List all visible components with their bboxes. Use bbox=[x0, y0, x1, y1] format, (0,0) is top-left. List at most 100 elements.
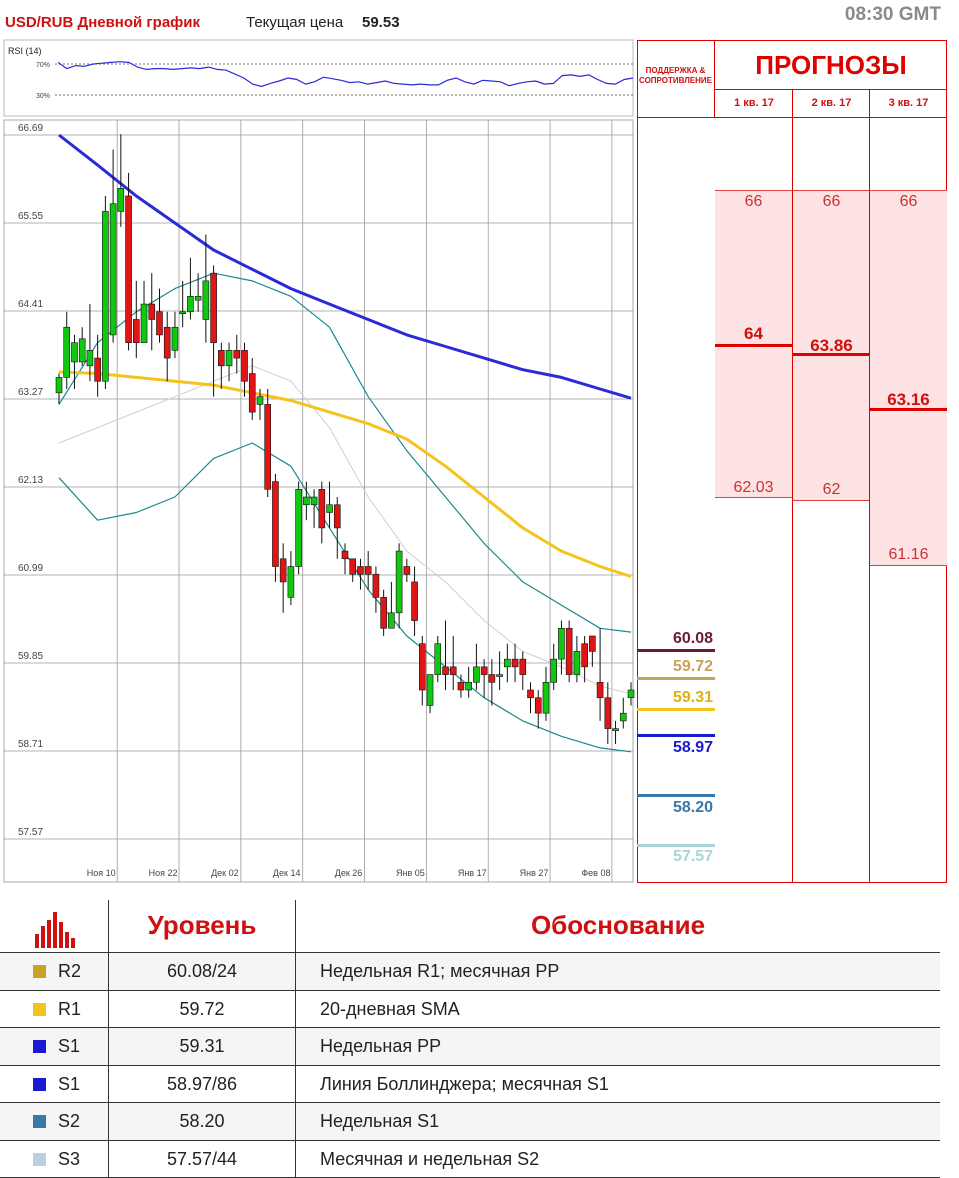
candle-body bbox=[202, 280, 210, 320]
candle bbox=[457, 674, 465, 698]
rsi-level-70-label: 70% bbox=[36, 62, 50, 69]
price-chart: RSI (14) 70% 30% 66.69 65.55 64.41 63.27 62.13… bbox=[3, 39, 635, 883]
candle-body bbox=[357, 566, 364, 575]
candle-body bbox=[102, 211, 109, 382]
candle-body bbox=[619, 712, 627, 722]
candle bbox=[310, 489, 318, 528]
level-code: S2 bbox=[58, 1111, 81, 1131]
y-tick-label: 64.41 bbox=[18, 299, 43, 310]
candle bbox=[248, 358, 256, 420]
candle-body bbox=[326, 504, 333, 513]
level-value: 58.20 bbox=[108, 1103, 296, 1140]
candle bbox=[480, 659, 488, 698]
candle bbox=[534, 690, 542, 729]
candle bbox=[395, 543, 403, 629]
candle-body bbox=[117, 187, 125, 212]
candle bbox=[558, 620, 565, 675]
candle bbox=[627, 682, 635, 706]
level-line-r2 bbox=[637, 649, 715, 652]
current-price-label: Текущая цена bbox=[246, 14, 344, 31]
candle bbox=[94, 334, 101, 397]
quarter-3-header: 3 кв. 17 bbox=[870, 90, 947, 118]
levels-table-header: Уровень Обоснование bbox=[0, 900, 940, 953]
candle-body bbox=[558, 627, 565, 660]
candle bbox=[163, 311, 171, 382]
table-row: S2 58.20 Недельная S1 bbox=[0, 1103, 940, 1141]
candle-body bbox=[156, 311, 163, 336]
candle-body bbox=[71, 342, 78, 363]
chart-title: USD/RUB Дневной график bbox=[5, 14, 201, 31]
candle bbox=[148, 273, 156, 351]
candle-body bbox=[349, 558, 357, 575]
candle-body bbox=[86, 350, 94, 367]
forecast-q2-low: 62 bbox=[822, 481, 841, 498]
candle bbox=[426, 674, 434, 714]
forecast-divider bbox=[869, 90, 870, 883]
y-tick-label: 65.55 bbox=[18, 211, 43, 222]
rsi-label: RSI (14) bbox=[8, 46, 42, 56]
sr-label-line1: ПОДДЕРЖКА & bbox=[645, 66, 706, 75]
candle bbox=[256, 388, 264, 420]
level-color-swatch bbox=[33, 1152, 46, 1166]
forecast-divider bbox=[792, 90, 793, 883]
level-reason: Линия Боллинджера; месячная S1 bbox=[320, 1073, 609, 1094]
candle-body bbox=[395, 550, 403, 614]
candle-body bbox=[125, 195, 132, 343]
candle bbox=[117, 134, 125, 227]
candle bbox=[372, 566, 380, 613]
forecast-q1-line bbox=[715, 344, 792, 347]
candle bbox=[140, 280, 148, 343]
forecast-q1-mid: 64 bbox=[744, 324, 763, 343]
current-price-value: 59.53 bbox=[362, 14, 400, 31]
candle bbox=[55, 373, 63, 405]
candle bbox=[418, 635, 426, 706]
level-reason: Недельная PP bbox=[320, 1036, 442, 1056]
level-value: 58.97/86 bbox=[108, 1065, 296, 1102]
candle-body bbox=[272, 481, 279, 567]
series-line bbox=[58, 370, 632, 578]
candle-body bbox=[457, 681, 465, 691]
table-row: R1 59.72 20-дневная SMA bbox=[0, 990, 940, 1028]
candle bbox=[542, 666, 550, 721]
candle bbox=[527, 682, 534, 714]
candle-body bbox=[264, 404, 272, 490]
candle-body bbox=[604, 697, 612, 729]
candle-body bbox=[295, 489, 302, 567]
candle-body bbox=[527, 689, 534, 699]
candle bbox=[194, 273, 202, 312]
x-tick-label: Ноя 22 bbox=[149, 868, 178, 878]
rsi-panel: RSI (14) 70% 30% bbox=[3, 39, 634, 117]
level-line-r1 bbox=[637, 677, 715, 680]
candle bbox=[125, 172, 132, 351]
forecast-q2-line bbox=[793, 353, 869, 356]
forecast-q3-mid: 63.16 bbox=[887, 390, 930, 409]
x-tick-label: Фев 08 bbox=[581, 868, 610, 878]
candle bbox=[78, 327, 86, 366]
candle bbox=[388, 581, 395, 629]
candle bbox=[63, 311, 71, 389]
y-tick-label: 57.57 bbox=[18, 827, 43, 838]
candle bbox=[210, 265, 217, 397]
candle bbox=[132, 280, 140, 359]
level-value-s1a: 59.31 bbox=[672, 689, 713, 706]
y-tick-label: 58.71 bbox=[18, 739, 43, 750]
candle-body bbox=[627, 689, 635, 699]
candle-body bbox=[380, 597, 387, 629]
level-color-swatch bbox=[33, 1115, 46, 1128]
rsi-line bbox=[57, 61, 634, 88]
level-value: 57.57/44 bbox=[108, 1140, 296, 1177]
candle-body bbox=[596, 681, 604, 699]
candle bbox=[156, 288, 163, 343]
candle-body bbox=[388, 612, 395, 629]
column-reason-header: Обоснование bbox=[530, 910, 706, 940]
candle bbox=[295, 481, 302, 575]
candle bbox=[589, 635, 596, 667]
series-line bbox=[58, 272, 632, 633]
forecast-range-q3 bbox=[870, 190, 947, 566]
candle-body bbox=[55, 377, 63, 394]
candle bbox=[202, 234, 210, 343]
candle-body bbox=[550, 658, 558, 683]
level-value: 59.72 bbox=[108, 990, 296, 1027]
candle bbox=[465, 666, 472, 698]
candle bbox=[233, 334, 241, 374]
